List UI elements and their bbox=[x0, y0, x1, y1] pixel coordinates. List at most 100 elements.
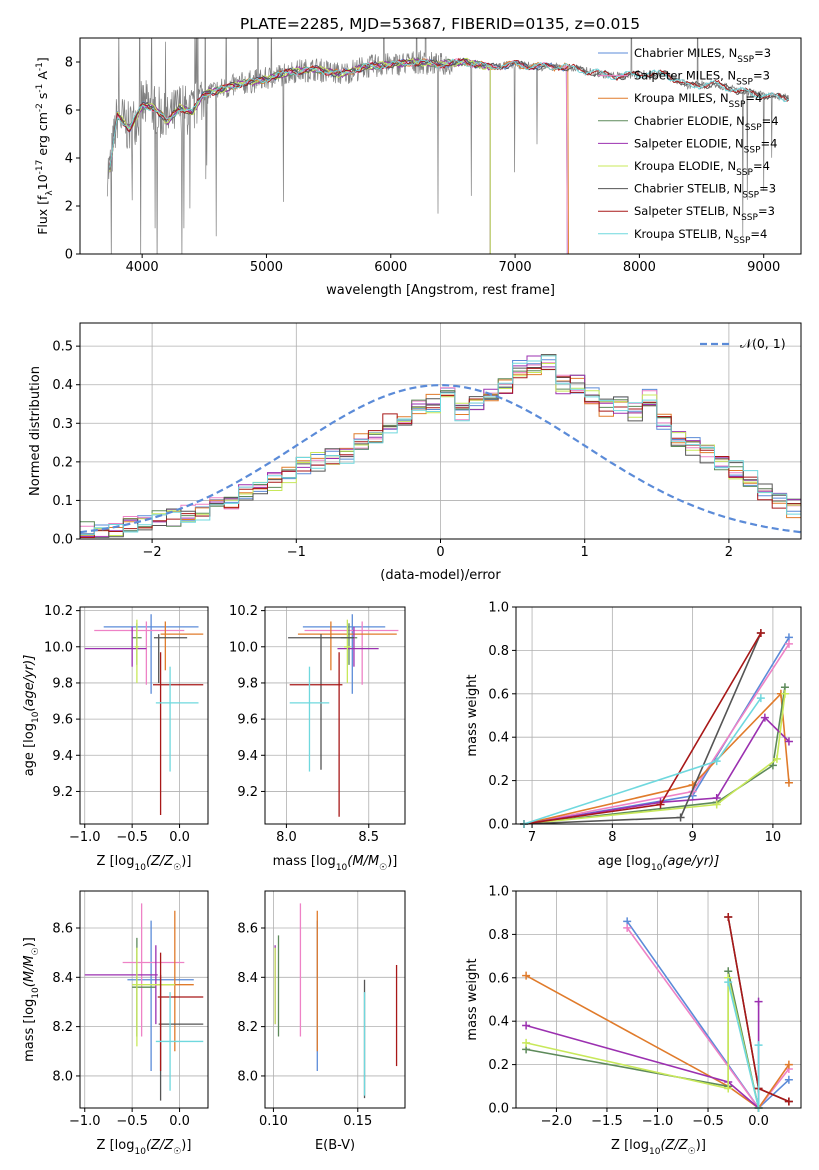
legend-entry: Chabrier STELIB, NSSP=3 bbox=[634, 182, 776, 201]
legend-entry: Salpeter ELODIE, NSSP=4 bbox=[634, 136, 777, 155]
weight-marker bbox=[522, 971, 531, 980]
y-tick-label: 9.4 bbox=[237, 749, 258, 764]
weight-marker bbox=[784, 1097, 793, 1106]
y-tick-label: 0.4 bbox=[52, 378, 73, 393]
y-tick-label: 10.0 bbox=[44, 640, 73, 655]
y-tick-label: 8.6 bbox=[52, 921, 73, 936]
x-tick-label: 0 bbox=[436, 545, 444, 560]
x-tick-label: 8.5 bbox=[358, 830, 379, 845]
y-tick-label: 0.0 bbox=[52, 533, 73, 548]
weight-marker bbox=[784, 778, 793, 787]
y-tick-label: 0.5 bbox=[52, 340, 73, 355]
legend-entry: Chabrier ELODIE, NSSP=4 bbox=[634, 114, 779, 133]
legend-entry: Salpeter MILES, NSSP=3 bbox=[634, 69, 770, 88]
axes-frame bbox=[264, 606, 406, 825]
weight-marker bbox=[724, 978, 733, 987]
y-tick-label: 10.0 bbox=[229, 640, 258, 655]
weight-marker bbox=[754, 997, 763, 1006]
model-line bbox=[109, 58, 491, 254]
age-vs-z-plot-area bbox=[84, 614, 204, 815]
axes-frame bbox=[515, 606, 802, 825]
y-axis-label: Normed distribution bbox=[28, 366, 43, 496]
y-tick-label: 9.4 bbox=[52, 749, 73, 764]
weight-marker bbox=[623, 923, 632, 932]
x-tick-label: −1 bbox=[287, 545, 306, 560]
x-tick-label: 7 bbox=[528, 830, 536, 845]
weight-line bbox=[523, 693, 786, 825]
x-axis-label: (data-model)/error bbox=[380, 568, 501, 583]
y-tick-label: 0.6 bbox=[488, 687, 509, 702]
weight-line bbox=[523, 632, 762, 825]
y-tick-label: 9.8 bbox=[237, 676, 258, 691]
weight-line bbox=[523, 716, 790, 825]
x-axis-label: age [log10(age/yr)] bbox=[598, 854, 720, 873]
weight-marker bbox=[772, 754, 781, 763]
weight-line bbox=[525, 977, 760, 1109]
y-axis-label: mass weight bbox=[465, 674, 480, 756]
weight-marker bbox=[522, 1021, 531, 1030]
y-tick-label: 0.6 bbox=[488, 971, 509, 986]
weight-line bbox=[523, 643, 790, 825]
axes-frame bbox=[79, 606, 209, 825]
x-tick-label: 1 bbox=[581, 545, 589, 560]
residual-histogram bbox=[80, 367, 801, 538]
weight-marker bbox=[754, 1041, 763, 1050]
y-tick-label: 0.2 bbox=[488, 774, 509, 789]
x-tick-label: 10 bbox=[765, 830, 782, 845]
axes-frame bbox=[79, 890, 209, 1109]
weight-marker bbox=[784, 1060, 793, 1069]
x-tick-label: −1.0 bbox=[69, 830, 101, 845]
model-line bbox=[109, 57, 491, 254]
weight-marker bbox=[784, 639, 793, 648]
model-line bbox=[109, 58, 569, 254]
weight-marker bbox=[656, 800, 665, 809]
x-tick-label: 7000 bbox=[499, 260, 532, 275]
mass-vs-ebv-panel: 0.10 0.15 8.0 8.2 8.4 8.6 E(B-V) bbox=[237, 890, 406, 1153]
weight-marker bbox=[712, 800, 721, 809]
x-axis-label: mass [log10(M/M☉)] bbox=[273, 854, 398, 873]
x-tick-label: −0.5 bbox=[116, 830, 148, 845]
x-tick-label: 5000 bbox=[250, 260, 283, 275]
x-tick-label: −1.0 bbox=[69, 1114, 101, 1129]
axes-frame bbox=[264, 890, 406, 1109]
y-tick-label: 0.2 bbox=[52, 455, 73, 470]
y-tick-label: 9.2 bbox=[237, 785, 258, 800]
legend-entry: Kroupa MILES, NSSP=4 bbox=[634, 91, 762, 110]
y-tick-label: 0.0 bbox=[488, 818, 509, 833]
x-tick-label: 0.15 bbox=[343, 1114, 372, 1129]
y-tick-label: 4 bbox=[65, 152, 73, 167]
weight-marker bbox=[724, 1084, 733, 1093]
legend-entry: Salpeter STELIB, NSSP=3 bbox=[634, 204, 775, 223]
normal-curve bbox=[80, 383, 801, 534]
weight-marker bbox=[756, 629, 765, 638]
x-axis-label: Z [log10(Z/Z☉)] bbox=[97, 1138, 192, 1157]
weight-line bbox=[525, 1001, 760, 1110]
figure-title: PLATE=2285, MJD=53687, FIBERID=0135, z=0… bbox=[240, 15, 640, 33]
y-tick-label: 10.2 bbox=[229, 604, 258, 619]
age-vs-mass-plot-area bbox=[288, 614, 399, 817]
weight-marker bbox=[784, 1075, 793, 1084]
x-axis-label: wavelength [Angstrom, rest frame] bbox=[326, 283, 555, 298]
weight-marker bbox=[712, 757, 721, 766]
legend-entry: Kroupa ELODIE, NSSP=4 bbox=[634, 159, 770, 178]
model-line bbox=[109, 57, 491, 254]
spectrum-plot-area bbox=[106, 38, 789, 254]
weight-marker bbox=[760, 713, 769, 722]
x-tick-label: −0.5 bbox=[116, 1114, 148, 1129]
x-tick-label: 0.0 bbox=[169, 1114, 190, 1129]
y-tick-label: 9.6 bbox=[52, 713, 73, 728]
residual-histogram bbox=[80, 363, 801, 536]
y-tick-label: 1.0 bbox=[488, 885, 509, 900]
weight-line bbox=[525, 974, 790, 1110]
y-tick-label: 8.0 bbox=[237, 1069, 258, 1084]
weight-marker bbox=[784, 737, 793, 746]
y-tick-label: 9.6 bbox=[237, 713, 258, 728]
y-tick-label: 8.2 bbox=[52, 1020, 73, 1035]
x-tick-label: 0.0 bbox=[748, 1114, 769, 1129]
mass-vs-z-plot-area bbox=[84, 903, 204, 1101]
x-axis-label: Z [log10(Z/Z☉)] bbox=[97, 854, 192, 873]
weight-line bbox=[523, 632, 762, 825]
x-tick-label: 8 bbox=[608, 830, 616, 845]
axes-frame bbox=[79, 37, 802, 255]
